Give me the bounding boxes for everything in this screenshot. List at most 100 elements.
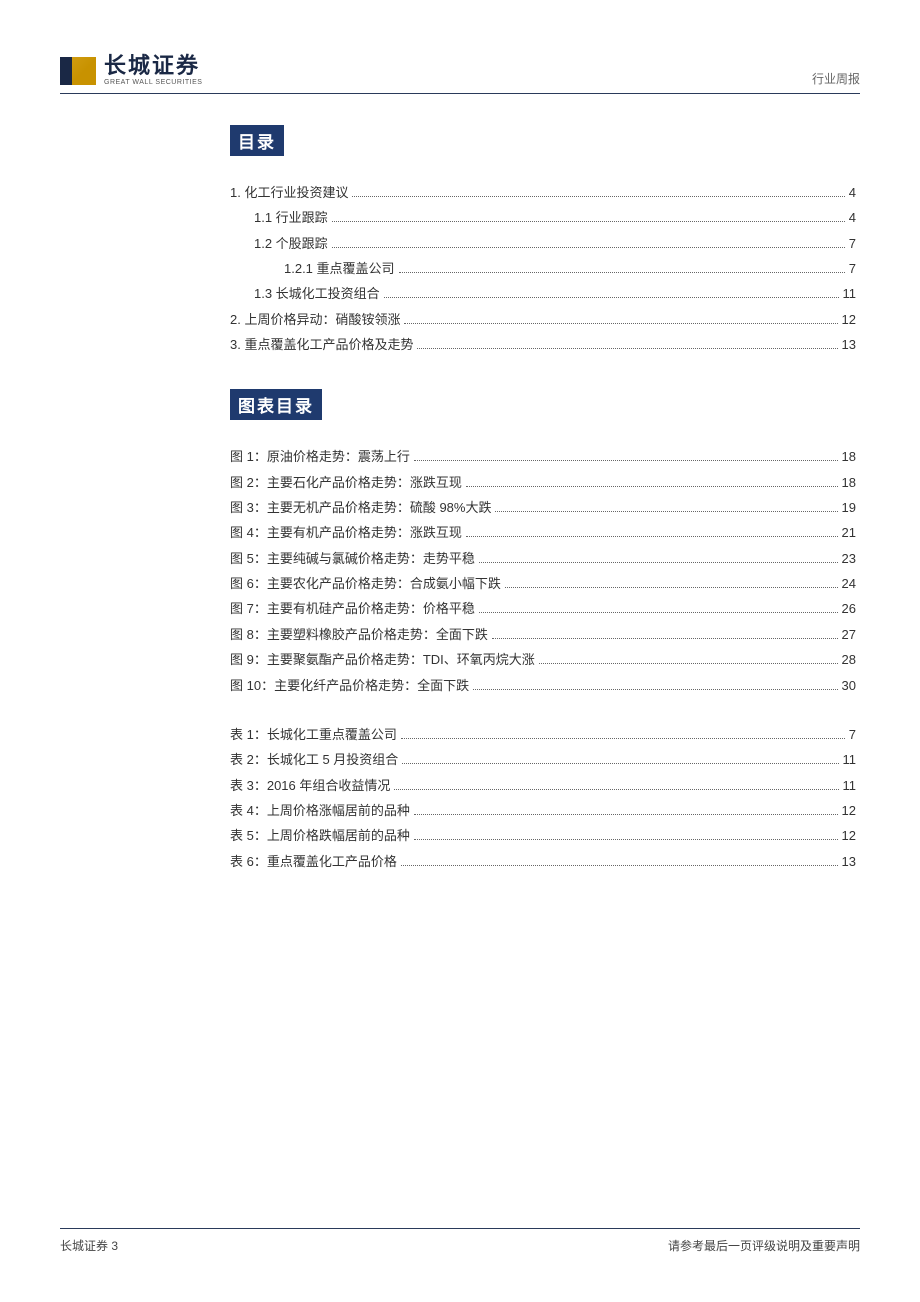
toc-entry: 1.1 行业跟踪 4 <box>230 205 856 230</box>
toc-entry-page: 26 <box>842 596 856 621</box>
content: 目录 1. 化工行业投资建议41.1 行业跟踪41.2 个股跟踪71.2.1 重… <box>0 95 920 874</box>
toc-entry-label: 图 8：主要塑料橡胶产品价格走势：全面下跌 <box>230 622 488 647</box>
toc-entry-page: 13 <box>842 332 856 357</box>
toc-leader-dots <box>473 689 837 690</box>
toc-entry: 1.3 长城化工投资组合 11 <box>230 281 856 306</box>
footer-rule <box>60 1228 860 1229</box>
toc-leader-dots <box>414 460 838 461</box>
figure-entry: 图 6：主要农化产品价格走势：合成氨小幅下跌24 <box>230 571 856 596</box>
figtab-heading: 图表目录 <box>230 389 322 420</box>
toc-leader-dots <box>479 562 838 563</box>
toc-entry-label: 3. 重点覆盖化工产品价格及走势 <box>230 332 413 357</box>
toc-leader-dots <box>332 247 845 248</box>
toc-entry-label: 图 2：主要石化产品价格走势：涨跌互现 <box>230 470 462 495</box>
toc-entry: 1.2 个股跟踪7 <box>230 231 856 256</box>
toc-entry-label: 图 9：主要聚氨酯产品价格走势：TDI、环氧丙烷大涨 <box>230 647 535 672</box>
header-doc-type: 行业周报 <box>812 70 860 87</box>
footer-row: 长城证券 3 请参考最后一页评级说明及重要声明 <box>60 1237 860 1254</box>
toc-entry: 2. 上周价格异动：硝酸铵领涨 12 <box>230 307 856 332</box>
toc-leader-dots <box>401 865 838 866</box>
toc-leader-dots <box>492 638 838 639</box>
logo-text-en: GREAT WALL SECURITIES <box>104 79 202 86</box>
toc-entry-page: 24 <box>842 571 856 596</box>
logo-icon <box>60 57 96 85</box>
toc-entry-label: 表 1：长城化工重点覆盖公司 <box>230 722 397 747</box>
toc-entry-label: 1.2.1 重点覆盖公司 <box>284 256 395 281</box>
toc-entry-label: 1.1 行业跟踪 <box>254 205 328 230</box>
toc-entry-page: 12 <box>842 307 856 332</box>
toc-leader-dots <box>414 814 838 815</box>
toc-entry-label: 图 10：主要化纤产品价格走势：全面下跌 <box>230 673 469 698</box>
table-entry: 表 3：2016 年组合收益情况 11 <box>230 773 856 798</box>
figure-entry: 图 1：原油价格走势：震荡上行18 <box>230 444 856 469</box>
footer-right: 请参考最后一页评级说明及重要声明 <box>668 1237 860 1254</box>
toc-entry-page: 12 <box>842 798 856 823</box>
toc-entry: 3. 重点覆盖化工产品价格及走势 13 <box>230 332 856 357</box>
toc-entry-label: 1.3 长城化工投资组合 <box>254 281 380 306</box>
toc-entry-page: 11 <box>843 281 857 306</box>
toc-leader-dots <box>466 486 838 487</box>
figure-entry: 图 2：主要石化产品价格走势：涨跌互现 18 <box>230 470 856 495</box>
toc-entry-page: 12 <box>842 823 856 848</box>
toc-entry-label: 表 3：2016 年组合收益情况 <box>230 773 390 798</box>
toc-leader-dots <box>539 663 838 664</box>
toc-leader-dots <box>479 612 838 613</box>
toc-entry-page: 11 <box>843 747 857 772</box>
content-inner: 目录 1. 化工行业投资建议41.1 行业跟踪41.2 个股跟踪71.2.1 重… <box>230 125 856 874</box>
figure-entry: 图 10：主要化纤产品价格走势：全面下跌 30 <box>230 673 856 698</box>
table-entry: 表 5：上周价格跌幅居前的品种 12 <box>230 823 856 848</box>
toc-leader-dots <box>402 763 838 764</box>
toc-entry-label: 2. 上周价格异动：硝酸铵领涨 <box>230 307 400 332</box>
toc-entry-page: 7 <box>849 256 856 281</box>
toc-leader-dots <box>404 323 837 324</box>
toc-entry-label: 表 4：上周价格涨幅居前的品种 <box>230 798 410 823</box>
table-list: 表 1：长城化工重点覆盖公司7表 2：长城化工 5 月投资组合11表 3：201… <box>230 722 856 874</box>
footer-left: 长城证券 3 <box>60 1237 118 1254</box>
toc-leader-dots <box>394 789 838 790</box>
page-header: 长城证券 GREAT WALL SECURITIES 行业周报 <box>0 0 920 95</box>
table-entry: 表 4：上周价格涨幅居前的品种 12 <box>230 798 856 823</box>
table-entry: 表 1：长城化工重点覆盖公司7 <box>230 722 856 747</box>
logo-text-cn: 长城证券 <box>104 55 202 77</box>
toc-list: 1. 化工行业投资建议41.1 行业跟踪41.2 个股跟踪71.2.1 重点覆盖… <box>230 180 856 357</box>
figure-entry: 图 5：主要纯碱与氯碱价格走势：走势平稳 23 <box>230 546 856 571</box>
toc-entry-label: 图 1：原油价格走势：震荡上行 <box>230 444 410 469</box>
figure-entry: 图 8：主要塑料橡胶产品价格走势：全面下跌 27 <box>230 622 856 647</box>
figure-list: 图 1：原油价格走势：震荡上行18图 2：主要石化产品价格走势：涨跌互现18图 … <box>230 444 856 697</box>
toc-heading: 目录 <box>230 125 284 156</box>
toc-entry-label: 1. 化工行业投资建议 <box>230 180 348 205</box>
toc-entry: 1.2.1 重点覆盖公司 7 <box>230 256 856 281</box>
toc-entry-label: 表 5：上周价格跌幅居前的品种 <box>230 823 410 848</box>
toc-entry-page: 18 <box>842 470 856 495</box>
figure-entry: 图 4：主要有机产品价格走势：涨跌互现 21 <box>230 520 856 545</box>
toc-entry-page: 30 <box>842 673 856 698</box>
toc-entry-page: 11 <box>843 773 857 798</box>
page-footer: 长城证券 3 请参考最后一页评级说明及重要声明 <box>60 1228 860 1254</box>
toc-leader-dots <box>332 221 845 222</box>
toc-leader-dots <box>399 272 845 273</box>
toc-entry: 1. 化工行业投资建议 4 <box>230 180 856 205</box>
toc-entry-page: 27 <box>842 622 856 647</box>
table-entry: 表 6：重点覆盖化工产品价格13 <box>230 849 856 874</box>
header-rule <box>60 93 860 94</box>
toc-entry-page: 7 <box>849 231 856 256</box>
logo: 长城证券 GREAT WALL SECURITIES <box>60 55 202 86</box>
toc-entry-page: 21 <box>842 520 856 545</box>
toc-leader-dots <box>495 511 837 512</box>
figure-entry: 图 3：主要无机产品价格走势：硫酸 98%大跌 19 <box>230 495 856 520</box>
toc-entry-page: 4 <box>849 180 856 205</box>
toc-entry-page: 23 <box>842 546 856 571</box>
logo-text: 长城证券 GREAT WALL SECURITIES <box>104 55 202 86</box>
table-entry: 表 2：长城化工 5 月投资组合11 <box>230 747 856 772</box>
toc-entry-page: 4 <box>849 205 856 230</box>
toc-entry-label: 图 4：主要有机产品价格走势：涨跌互现 <box>230 520 462 545</box>
toc-entry-label: 图 3：主要无机产品价格走势：硫酸 98%大跌 <box>230 495 491 520</box>
toc-entry-page: 19 <box>842 495 856 520</box>
toc-leader-dots <box>414 839 838 840</box>
toc-entry-label: 图 5：主要纯碱与氯碱价格走势：走势平稳 <box>230 546 475 571</box>
toc-leader-dots <box>401 738 845 739</box>
toc-leader-dots <box>352 196 844 197</box>
toc-leader-dots <box>466 536 838 537</box>
toc-leader-dots <box>417 348 837 349</box>
toc-entry-page: 28 <box>842 647 856 672</box>
